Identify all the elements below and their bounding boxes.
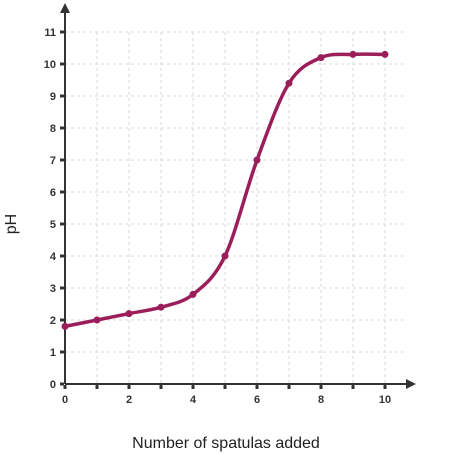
- y-tick-mark: [60, 158, 64, 162]
- data-point: [157, 303, 165, 311]
- y-tick-mark: [60, 254, 64, 258]
- x-tick-label: 6: [254, 394, 260, 406]
- data-point: [381, 50, 389, 58]
- y-tick-label: 5: [50, 219, 56, 231]
- data-point: [61, 322, 69, 330]
- x-tick-mark: [159, 385, 163, 389]
- y-tick-mark: [60, 286, 64, 290]
- y-axis-label: pH: [3, 214, 20, 234]
- x-tick-mark: [95, 385, 99, 389]
- y-tick-label: 4: [50, 251, 57, 263]
- x-tick-mark: [383, 385, 387, 389]
- x-tick-label: 4: [190, 394, 197, 406]
- y-tick-label: 6: [50, 187, 56, 199]
- y-tick-label: 1: [50, 347, 56, 359]
- data-point: [253, 156, 261, 164]
- data-point: [349, 50, 357, 58]
- x-tick-mark: [351, 385, 355, 389]
- x-tick-label: 0: [62, 394, 68, 406]
- data-point: [221, 252, 229, 260]
- x-tick-mark: [287, 385, 291, 389]
- y-tick-mark: [60, 94, 64, 98]
- y-tick-label: 0: [50, 379, 56, 391]
- grid: [65, 31, 407, 384]
- x-tick-label: 10: [379, 394, 391, 406]
- y-tick-mark: [60, 318, 64, 322]
- y-axis-arrow: [60, 3, 70, 13]
- x-tick-mark: [319, 385, 323, 389]
- y-tick-mark: [60, 382, 64, 386]
- x-tick-mark: [127, 385, 131, 389]
- y-ticks: 0 1 2 3 4 5 6 7 8 9 10 11: [44, 27, 64, 391]
- data-point: [189, 290, 197, 298]
- y-tick-mark: [60, 190, 64, 194]
- series-line: [63, 52, 387, 329]
- y-tick-label: 7: [50, 155, 56, 167]
- y-tick-mark: [60, 62, 64, 66]
- data-point: [317, 54, 325, 62]
- y-tick-mark: [60, 30, 64, 34]
- y-tick-label: 2: [50, 315, 56, 327]
- x-axis-arrow: [406, 379, 416, 389]
- x-tick-label: 8: [318, 394, 324, 406]
- data-point: [125, 310, 133, 318]
- x-tick-mark: [255, 385, 259, 389]
- x-tick-label: 2: [126, 394, 132, 406]
- y-tick-mark: [60, 222, 64, 226]
- data-point: [93, 316, 101, 324]
- axes: [60, 3, 416, 389]
- x-tick-mark: [63, 385, 67, 389]
- y-tick-label: 8: [50, 123, 56, 135]
- x-tick-mark: [223, 385, 227, 389]
- y-tick-label: 10: [44, 59, 56, 71]
- y-tick-label: 3: [50, 283, 56, 295]
- series: [61, 50, 389, 330]
- y-tick-label: 9: [50, 91, 56, 103]
- y-tick-label: 11: [44, 27, 56, 39]
- x-ticks: 0 2 4 6 8 10: [62, 385, 391, 406]
- y-tick-mark: [60, 126, 64, 130]
- data-point: [285, 79, 293, 87]
- y-tick-mark: [60, 350, 64, 354]
- x-tick-mark: [191, 385, 195, 389]
- x-axis-label: Number of spatulas added: [132, 435, 320, 452]
